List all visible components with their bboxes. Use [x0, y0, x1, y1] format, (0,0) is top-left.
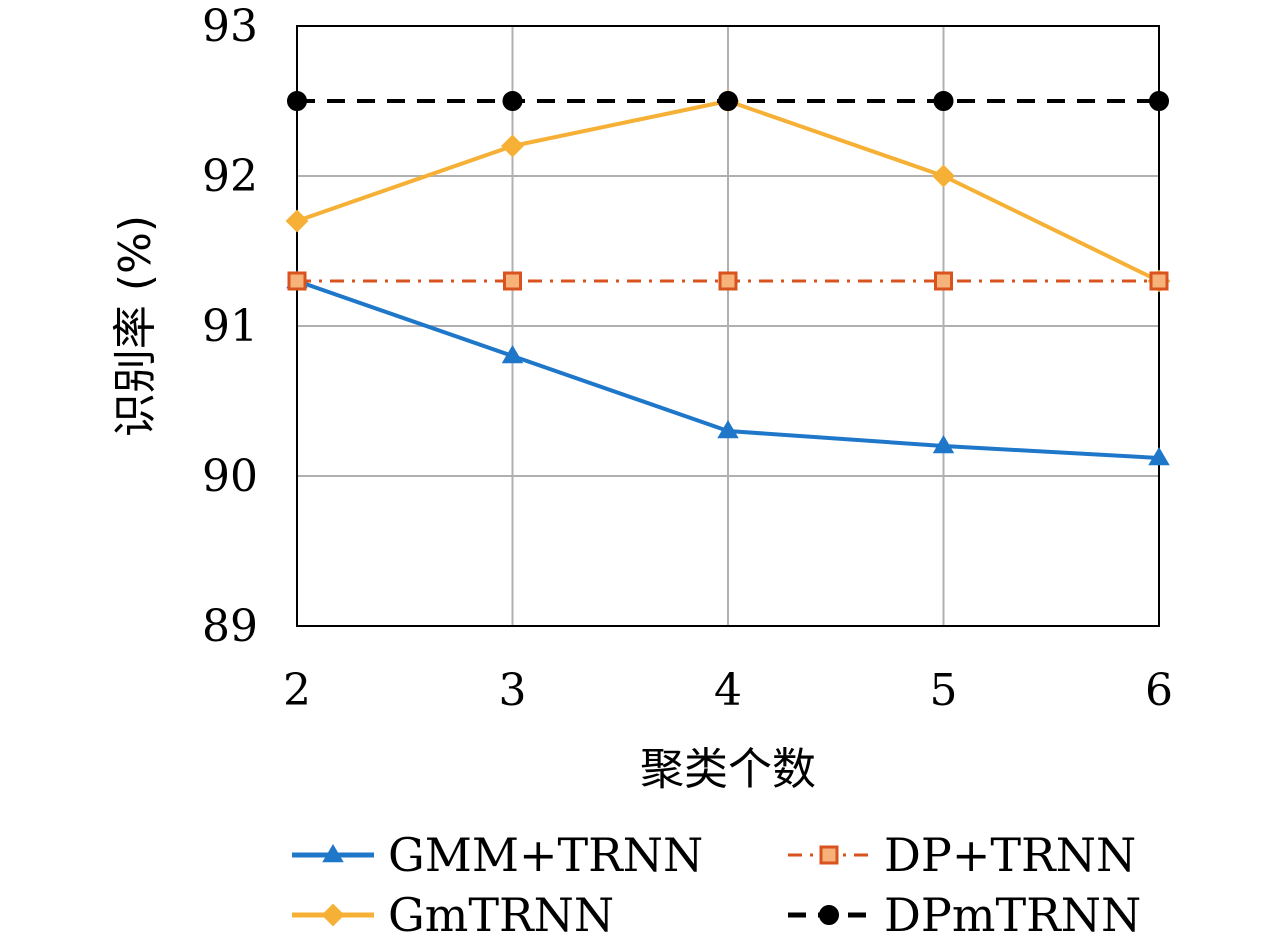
data-point	[932, 435, 955, 454]
legend-entry: GmTRNN	[292, 888, 614, 942]
x-tick-labels: 2 3 4 5 6	[283, 665, 1173, 716]
legend-label: GmTRNN	[388, 888, 614, 942]
y-tick-label: 92	[202, 151, 258, 202]
x-tick-label: 4	[714, 665, 742, 716]
x-tick-label: 2	[283, 665, 311, 716]
legend-label: DPmTRNN	[884, 888, 1141, 942]
data-point	[501, 345, 524, 364]
y-tick-label: 91	[202, 301, 258, 352]
legend-entry: DPmTRNN	[788, 888, 1141, 942]
y-tick-label: 89	[202, 601, 258, 652]
legend-entry: GMM+TRNN	[292, 828, 703, 882]
data-point	[1149, 271, 1169, 291]
legend-marker	[819, 905, 839, 925]
legend-label: DP+TRNN	[884, 828, 1136, 882]
data-point	[287, 271, 307, 291]
data-point	[1149, 91, 1169, 111]
data-point	[718, 91, 738, 111]
legend: GMM+TRNN DP+TRNN GmTRNN DPmTRNN	[292, 828, 1141, 942]
y-axis-title: 识别率 (%)	[110, 215, 161, 437]
data-point	[932, 164, 955, 188]
y-tick-labels: 89 90 91 92 93	[202, 1, 258, 652]
legend-marker	[322, 844, 344, 863]
data-point	[287, 91, 307, 111]
data-point	[285, 209, 309, 233]
series-lines	[285, 89, 1171, 466]
data-point	[501, 134, 524, 158]
y-tick-label: 93	[202, 1, 258, 52]
y-tick-label: 90	[202, 451, 258, 502]
data-point	[503, 271, 522, 291]
legend-marker	[819, 845, 839, 865]
legend-label: GMM+TRNN	[388, 828, 703, 882]
data-point	[717, 420, 739, 439]
legend-entry: DP+TRNN	[788, 828, 1136, 882]
plot-frame	[296, 25, 1160, 627]
x-tick-label: 5	[930, 665, 958, 716]
data-point	[718, 271, 738, 291]
data-point	[933, 91, 954, 111]
x-tick-label: 3	[499, 665, 527, 716]
series-DP+TRNN	[287, 271, 1169, 291]
series-DPmTRNN	[287, 91, 1169, 111]
data-point	[934, 271, 953, 291]
data-point	[502, 91, 523, 111]
x-tick-label: 6	[1145, 665, 1173, 716]
legend-marker	[321, 903, 345, 927]
x-axis-title: 聚类个数	[640, 744, 816, 795]
data-point	[1148, 447, 1170, 466]
